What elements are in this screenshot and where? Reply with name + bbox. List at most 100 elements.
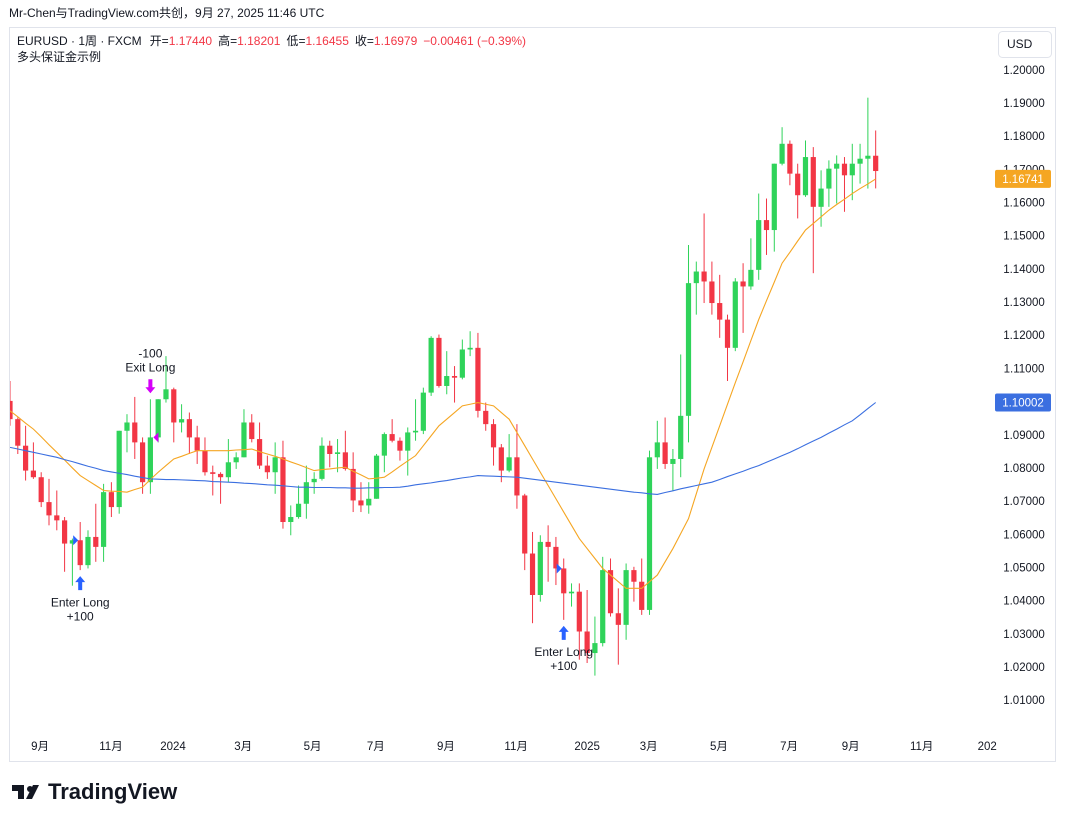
- candle-body: [186, 419, 192, 438]
- signal-qty: -100: [138, 346, 162, 360]
- candle-body: [678, 415, 684, 459]
- candle-body: [381, 434, 387, 456]
- logo-mark: [12, 785, 39, 799]
- candle-body: [724, 319, 731, 348]
- entry-marker: [556, 563, 562, 574]
- candle-body: [646, 457, 653, 610]
- candle-body: [826, 168, 832, 189]
- candle-body: [327, 445, 333, 454]
- caption: Mr-Chen与TradingView.com共创，9月 27, 2025 11…: [9, 6, 325, 20]
- entry-marker: [73, 535, 79, 546]
- candle-body: [841, 163, 848, 176]
- candle-body: [366, 498, 372, 506]
- candle-body: [194, 437, 200, 451]
- candle-body: [490, 424, 497, 448]
- candle-body: [412, 430, 419, 433]
- candle-body: [171, 389, 177, 423]
- candle-body: [709, 281, 715, 304]
- x-tick-label: 2025: [574, 741, 600, 753]
- candle-body: [116, 430, 122, 508]
- candle-body: [147, 437, 153, 483]
- candle-body: [389, 434, 395, 441]
- y-tick-label: 1.15000: [1003, 231, 1045, 243]
- trade-signal: Exit Long-100: [125, 346, 175, 443]
- candle-body: [506, 457, 512, 471]
- candle-body: [288, 517, 294, 523]
- candle-body: [740, 281, 746, 287]
- currency-button[interactable]: [998, 31, 1052, 58]
- y-tick-label: 1.05000: [1003, 562, 1045, 574]
- y-tick-label: 1.03000: [1003, 629, 1045, 641]
- y-tick-label: 1.08000: [1003, 463, 1045, 475]
- candle-body: [795, 173, 801, 196]
- candle-body: [163, 389, 169, 400]
- x-tick-label: 5月: [304, 741, 322, 753]
- signal-label: Exit Long: [125, 360, 175, 374]
- signal-arrow: [145, 379, 156, 394]
- candle-body: [600, 570, 606, 644]
- candle-body: [584, 631, 590, 654]
- candle-body: [623, 570, 629, 625]
- candle-body: [311, 478, 317, 483]
- change: −0.00461 (−0.39%): [423, 34, 526, 48]
- candle-body: [576, 591, 582, 632]
- plot-area: [10, 97, 879, 676]
- candle-body: [319, 445, 325, 479]
- x-tick-label: 7月: [780, 741, 798, 753]
- candle-body: [553, 546, 559, 569]
- candle-body: [779, 143, 785, 164]
- candle-body: [93, 536, 99, 547]
- candle-body: [545, 541, 551, 547]
- candle-body: [818, 188, 824, 207]
- candle-body: [865, 155, 871, 159]
- candle-body: [38, 477, 44, 503]
- candle-body: [701, 271, 707, 282]
- moving-average: [10, 178, 876, 589]
- y-tick-label: 1.18000: [1003, 131, 1045, 143]
- candle-body: [498, 447, 504, 471]
- x-tick-label: 9月: [31, 741, 49, 753]
- candle-body: [693, 271, 699, 284]
- x-tick-label: 9月: [437, 741, 455, 753]
- open-value: 1.17440: [169, 34, 213, 48]
- y-tick-label: 1.01000: [1003, 695, 1045, 707]
- candle-body: [85, 536, 91, 566]
- open-label: 开=: [150, 34, 169, 48]
- candle-body: [249, 422, 255, 440]
- signal-qty: +100: [67, 609, 94, 623]
- close-label: 收=: [355, 34, 374, 48]
- candle-body: [178, 419, 185, 423]
- currency[interactable]: USD: [1007, 37, 1033, 51]
- candle-body: [763, 220, 770, 231]
- symbol: EURUSD · 1周 · FXCM: [17, 34, 142, 48]
- candle-body: [61, 520, 68, 544]
- candle-body: [124, 422, 130, 431]
- candle-body: [108, 492, 114, 508]
- signal-arrow: [558, 625, 569, 640]
- chart-panel: [9, 27, 1056, 762]
- candle-body: [467, 347, 473, 350]
- strategy-name: 多头保证金示例: [17, 49, 101, 64]
- y-tick-label: 1.06000: [1003, 529, 1045, 541]
- legend-line: EURUSD · 1周 · FXCM 开=1.17440 高=1.18201 低=1.…: [17, 33, 526, 48]
- candle-body: [537, 541, 543, 595]
- y-tick-label: 1.16000: [1003, 198, 1045, 210]
- candle-body: [139, 442, 146, 483]
- candle-body: [849, 163, 855, 176]
- candle-body: [217, 473, 224, 478]
- y-tick-label: 1.12000: [1003, 330, 1045, 342]
- candle-body: [568, 591, 575, 594]
- logo-dot: [27, 786, 33, 792]
- x-tick-label: 11月: [504, 741, 527, 753]
- candle-body: [662, 442, 668, 464]
- candle-body: [132, 422, 138, 443]
- candle-body: [295, 503, 302, 518]
- candle-body: [420, 392, 426, 431]
- candle-body: [272, 457, 278, 473]
- candle-body: [233, 457, 239, 463]
- candle-body: [529, 553, 536, 595]
- x-tick-label: 2024: [160, 741, 186, 753]
- high-value: 1.18201: [237, 34, 281, 48]
- candle-body: [748, 269, 754, 287]
